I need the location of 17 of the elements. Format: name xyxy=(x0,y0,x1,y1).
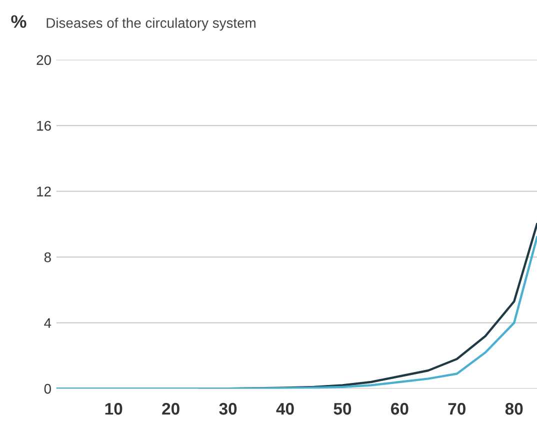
y-axis-title: % xyxy=(11,15,26,28)
x-tick-label: 70 xyxy=(448,402,466,415)
y-tick-label: 8 xyxy=(44,252,51,262)
x-tick-label: 60 xyxy=(391,402,408,415)
chart-title: Diseases of the circulatory system xyxy=(46,18,256,31)
y-tick-label: 20 xyxy=(36,55,51,65)
x-tick-label: 80 xyxy=(505,402,523,415)
x-tick-label: 40 xyxy=(276,402,294,415)
y-tick-label: 16 xyxy=(37,120,51,131)
y-tick-label: 12 xyxy=(37,186,51,196)
x-tick-label: 20 xyxy=(162,402,180,415)
x-tick-label: 10 xyxy=(105,402,122,415)
y-tick-label: 0 xyxy=(44,384,51,394)
x-tick-label: 50 xyxy=(334,402,352,415)
x-tick-label: 30 xyxy=(219,402,237,415)
y-tick-label: 4 xyxy=(44,318,52,328)
line-series xyxy=(56,236,537,389)
